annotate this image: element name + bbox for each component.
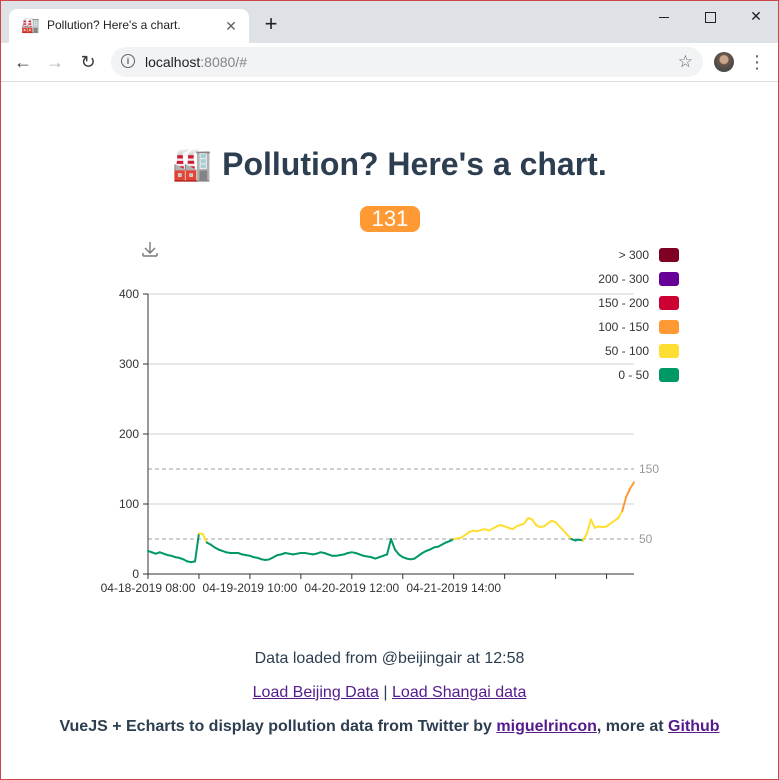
line-segment [393, 548, 400, 556]
pollution-chart: 150 50 0 100 200 300 400 04-18-2019 08:00 04-19… [1, 232, 778, 612]
line-segment [582, 532, 588, 542]
chart-grid [148, 293, 634, 505]
window-close-button[interactable]: ✕ [750, 8, 762, 24]
maximize-icon [704, 11, 716, 23]
legend-swatch [659, 320, 679, 334]
load-beijing-link[interactable]: Load Beijing Data [252, 684, 379, 701]
current-aqi-badge: 131 [360, 206, 420, 232]
line-segment [390, 538, 396, 551]
link-separator: | [383, 684, 388, 701]
chart-svg: 150 50 0 100 200 300 400 04-18-2019 08:00 04-19… [101, 242, 679, 595]
credits-line: VueJS + Echarts to display pollution dat… [1, 718, 778, 736]
credits-mid: , more at [596, 718, 664, 735]
browser-tab[interactable]: 🏭 Pollution? Here's a chart. ✕ [9, 9, 249, 43]
github-link[interactable]: Github [668, 718, 720, 735]
line-segment [617, 510, 624, 519]
mark-line-label: 150 [639, 462, 659, 476]
legend-swatch [659, 296, 679, 310]
line-segment [585, 518, 592, 535]
x-tick-label: 04-19-2019 10:00 [203, 581, 298, 595]
x-tick-label: 04-20-2019 12:00 [304, 581, 399, 595]
url-rest: :8080/# [200, 54, 247, 70]
profile-avatar[interactable] [714, 52, 734, 72]
x-tick-label: 04-18-2019 08:00 [101, 581, 196, 595]
line-segment [201, 533, 208, 544]
reload-button[interactable]: ↻ [80, 52, 96, 72]
site-info-icon[interactable]: i [121, 54, 135, 68]
mark-line-label: 50 [639, 532, 653, 546]
legend-swatch [659, 272, 679, 286]
legend-swatch [659, 344, 679, 358]
page-title-text: Pollution? Here's a chart. [222, 146, 607, 182]
mark-lines: 150 50 [148, 462, 659, 546]
data-source-links: Load Beijing Data | Load Shangai data [1, 684, 778, 702]
minimize-icon [659, 16, 669, 18]
author-link[interactable]: miguelrincon [496, 718, 597, 735]
legend-label: 50 - 100 [605, 344, 649, 358]
browser-menu-icon[interactable]: ⋮ [748, 52, 766, 72]
bookmark-star-icon[interactable]: ☆ [677, 52, 693, 71]
maximize-button[interactable] [687, 1, 733, 31]
line-segment [625, 487, 632, 498]
url-text[interactable]: localhost:8080/# [145, 54, 247, 70]
line-segment [531, 518, 538, 526]
line-segment [621, 496, 628, 512]
credits-prefix: VueJS + Echarts to display pollution dat… [59, 718, 492, 735]
tab-title: Pollution? Here's a chart. [47, 18, 181, 32]
forward-button[interactable]: → [46, 52, 64, 72]
line-segment [589, 518, 596, 529]
new-tab-button[interactable]: + [264, 11, 278, 36]
y-tick-label: 100 [119, 497, 139, 511]
chart-axes: 0 100 200 300 400 04-18-2019 08:00 04-19-2019 … [101, 287, 634, 595]
legend-swatch [659, 248, 679, 262]
page-title: 🏭 Pollution? Here's a chart. [1, 145, 778, 183]
url-host: localhost [145, 54, 201, 70]
x-tick-label: 04-21-2019 14:00 [406, 581, 501, 595]
y-tick-label: 300 [119, 357, 139, 371]
download-icon[interactable] [142, 242, 158, 257]
line-segment [523, 517, 530, 525]
address-bar[interactable]: i localhost:8080/# ☆ [111, 47, 703, 77]
line-segment [386, 538, 392, 556]
y-tick-label: 400 [119, 287, 139, 301]
load-shanghai-link[interactable]: Load Shangai data [392, 684, 527, 701]
tab-close-icon[interactable]: ✕ [225, 18, 237, 34]
line-segment [629, 481, 635, 490]
minimize-button[interactable] [641, 1, 687, 31]
legend-label: 200 - 300 [598, 272, 649, 286]
browser-toolbar: ← → ↻ i localhost:8080/# ☆ ⋮ [1, 43, 778, 82]
visual-map-legend: > 300 200 - 300 150 - 200 100 - 150 50 - 100… [598, 248, 679, 382]
legend-label: 0 - 50 [618, 368, 649, 382]
factory-icon: 🏭 [172, 146, 213, 182]
legend-label: 150 - 200 [598, 296, 649, 310]
legend-swatch [659, 368, 679, 382]
tab-strip: 🏭 Pollution? Here's a chart. ✕ + ✕ [1, 1, 778, 43]
data-loaded-text: Data loaded from @beijingair at 12:58 [254, 650, 525, 667]
back-button[interactable]: ← [14, 52, 32, 72]
legend-label: 100 - 150 [598, 320, 649, 334]
y-tick-label: 0 [132, 567, 139, 581]
line-segment [194, 532, 200, 563]
aqi-line [147, 481, 635, 564]
y-tick-label: 200 [119, 427, 139, 441]
factory-favicon-icon: 🏭 [21, 17, 40, 34]
legend-label: > 300 [619, 248, 650, 262]
